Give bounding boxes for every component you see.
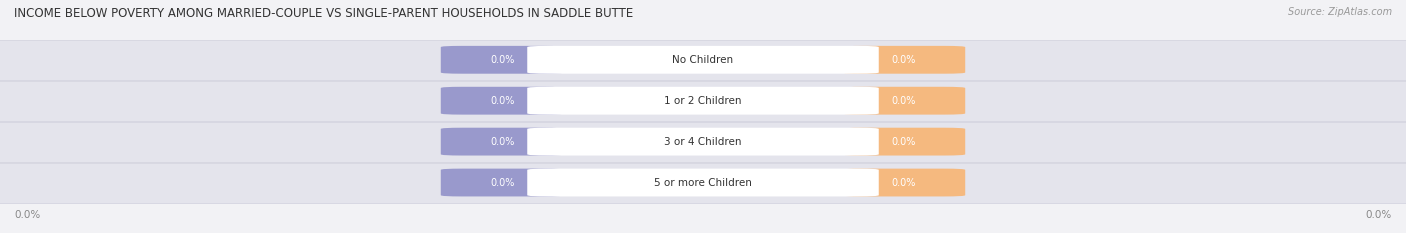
FancyBboxPatch shape (527, 46, 879, 74)
Text: 5 or more Children: 5 or more Children (654, 178, 752, 188)
FancyBboxPatch shape (441, 87, 564, 115)
FancyBboxPatch shape (0, 41, 1406, 81)
Text: 0.0%: 0.0% (491, 55, 515, 65)
Text: 3 or 4 Children: 3 or 4 Children (664, 137, 742, 147)
Text: 0.0%: 0.0% (1365, 210, 1392, 220)
FancyBboxPatch shape (842, 46, 966, 74)
FancyBboxPatch shape (441, 169, 564, 196)
FancyBboxPatch shape (842, 87, 966, 115)
Text: 0.0%: 0.0% (491, 137, 515, 147)
FancyBboxPatch shape (441, 128, 564, 156)
Text: 1 or 2 Children: 1 or 2 Children (664, 96, 742, 106)
Text: 0.0%: 0.0% (891, 137, 915, 147)
FancyBboxPatch shape (527, 128, 879, 156)
FancyBboxPatch shape (0, 163, 1406, 203)
Text: INCOME BELOW POVERTY AMONG MARRIED-COUPLE VS SINGLE-PARENT HOUSEHOLDS IN SADDLE : INCOME BELOW POVERTY AMONG MARRIED-COUPL… (14, 7, 633, 20)
FancyBboxPatch shape (0, 122, 1406, 162)
FancyBboxPatch shape (842, 169, 966, 196)
Text: No Children: No Children (672, 55, 734, 65)
Text: 0.0%: 0.0% (491, 96, 515, 106)
Text: 0.0%: 0.0% (891, 96, 915, 106)
FancyBboxPatch shape (441, 46, 564, 74)
FancyBboxPatch shape (527, 87, 879, 115)
FancyBboxPatch shape (0, 82, 1406, 122)
FancyBboxPatch shape (527, 169, 879, 196)
Text: 0.0%: 0.0% (14, 210, 41, 220)
Text: 0.0%: 0.0% (891, 55, 915, 65)
Text: 0.0%: 0.0% (891, 178, 915, 188)
Text: Source: ZipAtlas.com: Source: ZipAtlas.com (1288, 7, 1392, 17)
Text: 0.0%: 0.0% (491, 178, 515, 188)
FancyBboxPatch shape (842, 128, 966, 156)
